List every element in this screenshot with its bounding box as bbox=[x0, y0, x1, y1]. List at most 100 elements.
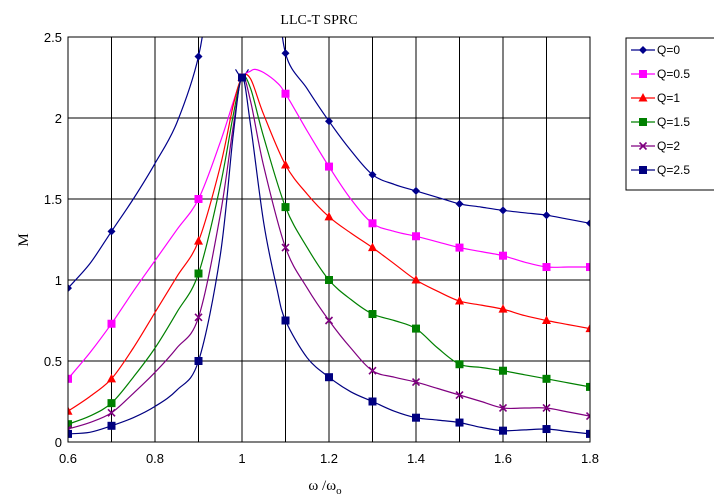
legend-label: Q=0.5 bbox=[657, 67, 690, 81]
data-point bbox=[455, 199, 464, 208]
data-point bbox=[281, 316, 290, 325]
data-point bbox=[281, 89, 290, 98]
data-point bbox=[107, 319, 116, 328]
chart-title: LLC-T SPRC bbox=[280, 13, 357, 28]
data-point bbox=[455, 360, 464, 369]
data-point bbox=[542, 425, 551, 434]
legend-label: Q=1.5 bbox=[657, 115, 690, 129]
data-point bbox=[412, 413, 420, 422]
legend: Q=0 Q=0.5 Q=1 Q=1.5 Q=2 Q=2.5 bbox=[625, 37, 714, 191]
series-2 bbox=[68, 68, 590, 383]
series-6 bbox=[68, 73, 590, 438]
y-tick-label: 2 bbox=[55, 111, 62, 126]
data-point bbox=[586, 382, 590, 391]
series-line bbox=[68, 76, 590, 430]
data-point bbox=[281, 159, 290, 169]
data-point bbox=[107, 227, 116, 236]
data-point bbox=[68, 420, 72, 429]
y-tick-label: 0.5 bbox=[44, 354, 62, 369]
series-line bbox=[68, 73, 590, 412]
legend-label: Q=2.5 bbox=[657, 163, 690, 177]
data-point bbox=[412, 186, 420, 195]
data-point bbox=[194, 313, 203, 322]
x-tick-label: 1 bbox=[238, 451, 245, 466]
legend-marker bbox=[639, 46, 647, 54]
legend-label: Q=2 bbox=[657, 139, 680, 153]
y-tick-label: 1.5 bbox=[44, 192, 62, 207]
legend-entry: Q=0 bbox=[631, 43, 680, 57]
data-point bbox=[499, 366, 507, 375]
data-point bbox=[498, 304, 508, 313]
data-point bbox=[325, 162, 333, 171]
legend-marker bbox=[638, 141, 648, 151]
data-point bbox=[368, 170, 377, 179]
legend-marker bbox=[639, 166, 647, 174]
data-point bbox=[325, 276, 333, 284]
x-tick-label: 1.2 bbox=[320, 451, 338, 466]
data-point bbox=[411, 275, 421, 284]
data-point bbox=[499, 251, 507, 260]
data-point bbox=[455, 390, 464, 400]
x-tick-label: 1.8 bbox=[581, 451, 599, 466]
data-point bbox=[325, 373, 333, 382]
data-point bbox=[194, 195, 203, 203]
data-point bbox=[585, 412, 590, 421]
x-axis-title-main: ω /ω bbox=[308, 478, 336, 494]
data-point bbox=[586, 263, 590, 272]
data-point bbox=[586, 429, 590, 438]
legend-marker bbox=[638, 93, 648, 102]
series-1 bbox=[68, 37, 590, 293]
data-point bbox=[368, 366, 377, 375]
legend-marker bbox=[639, 70, 647, 78]
x-tick-label: 0.8 bbox=[146, 451, 164, 466]
plot-area-border bbox=[67, 36, 591, 443]
y-tick-label: 0 bbox=[55, 435, 62, 450]
data-point bbox=[194, 236, 203, 245]
x-tick-label: 0.6 bbox=[59, 451, 77, 466]
series-line bbox=[68, 75, 590, 425]
legend-label: Q=0 bbox=[657, 43, 680, 57]
data-point bbox=[368, 219, 377, 228]
legend-entry: Q=1 bbox=[631, 91, 680, 105]
data-point bbox=[499, 206, 507, 215]
data-point bbox=[368, 310, 377, 319]
data-point bbox=[542, 315, 551, 324]
data-point bbox=[368, 397, 377, 406]
legend-label: Q=1 bbox=[657, 91, 680, 105]
data-point bbox=[498, 403, 508, 413]
data-point bbox=[107, 399, 116, 408]
data-point bbox=[281, 203, 290, 212]
data-point bbox=[107, 421, 116, 430]
legend-entry: Q=2 bbox=[631, 139, 680, 153]
data-point bbox=[107, 373, 116, 383]
data-point bbox=[281, 243, 290, 252]
data-point bbox=[324, 211, 334, 221]
data-point bbox=[107, 408, 116, 417]
data-point bbox=[238, 73, 246, 82]
x-axis-title: ω /ωo bbox=[308, 478, 342, 497]
x-tick-label: 1.4 bbox=[407, 451, 425, 466]
data-point bbox=[499, 426, 507, 435]
data-point bbox=[281, 49, 290, 58]
tick-labels: 0.6 0.8 1 1.2 1.4 1.6 1.8 0 0.5 1 1.5 2 2.5 bbox=[44, 30, 599, 466]
y-axis-title: M bbox=[16, 233, 32, 246]
data-point bbox=[68, 374, 72, 383]
x-tick-label: 1.6 bbox=[494, 451, 512, 466]
series-line bbox=[68, 37, 590, 289]
y-tick-label: 1 bbox=[55, 273, 62, 288]
data-point bbox=[194, 269, 203, 278]
data-point bbox=[325, 117, 333, 126]
data-point bbox=[68, 429, 72, 438]
legend-entry: Q=2.5 bbox=[631, 163, 690, 177]
series-layer bbox=[68, 37, 590, 438]
data-point bbox=[542, 211, 551, 220]
data-point bbox=[542, 403, 551, 413]
data-point bbox=[411, 377, 421, 387]
data-point bbox=[68, 284, 72, 293]
data-point bbox=[194, 357, 203, 365]
data-point bbox=[542, 374, 551, 383]
data-point bbox=[585, 323, 590, 333]
x-axis-title-subscript: o bbox=[336, 485, 342, 497]
